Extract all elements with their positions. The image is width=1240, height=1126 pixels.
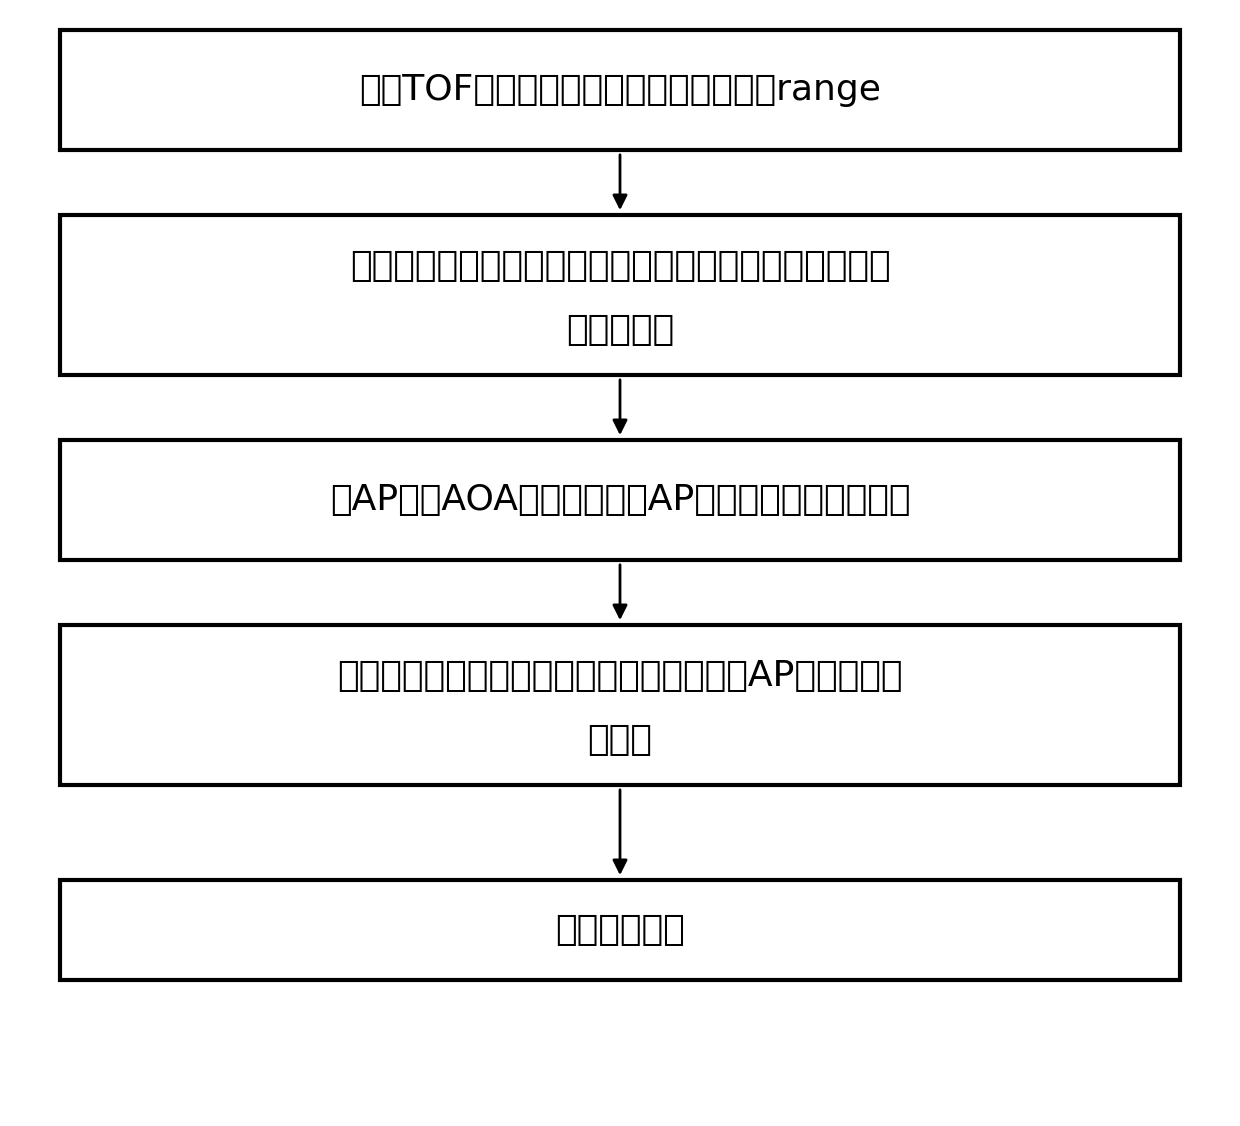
Text: 多AP进行AOA定位，为每个AP分配不同大小的权重值: 多AP进行AOA定位，为每个AP分配不同大小的权重值 xyxy=(330,483,910,517)
Text: 最终定位结果: 最终定位结果 xyxy=(556,913,684,947)
Bar xyxy=(60,881,1180,980)
Bar xyxy=(60,625,1180,785)
Text: 通过卡尔曼平滑器的方式将粗定位结果与多AP定位结果进: 通过卡尔曼平滑器的方式将粗定位结果与多AP定位结果进 xyxy=(337,659,903,694)
Bar xyxy=(60,30,1180,150)
Text: 行融合: 行融合 xyxy=(588,723,652,757)
Text: 通过TOF估计结果计算目标反射路径长度range: 通过TOF估计结果计算目标反射路径长度range xyxy=(360,73,880,107)
Text: 粗估计结果: 粗估计结果 xyxy=(565,313,675,347)
Bar xyxy=(60,215,1180,375)
Bar xyxy=(60,440,1180,560)
Text: 建立单基站测距定位几何关系，求解方程组得到目标位置: 建立单基站测距定位几何关系，求解方程组得到目标位置 xyxy=(350,249,890,284)
